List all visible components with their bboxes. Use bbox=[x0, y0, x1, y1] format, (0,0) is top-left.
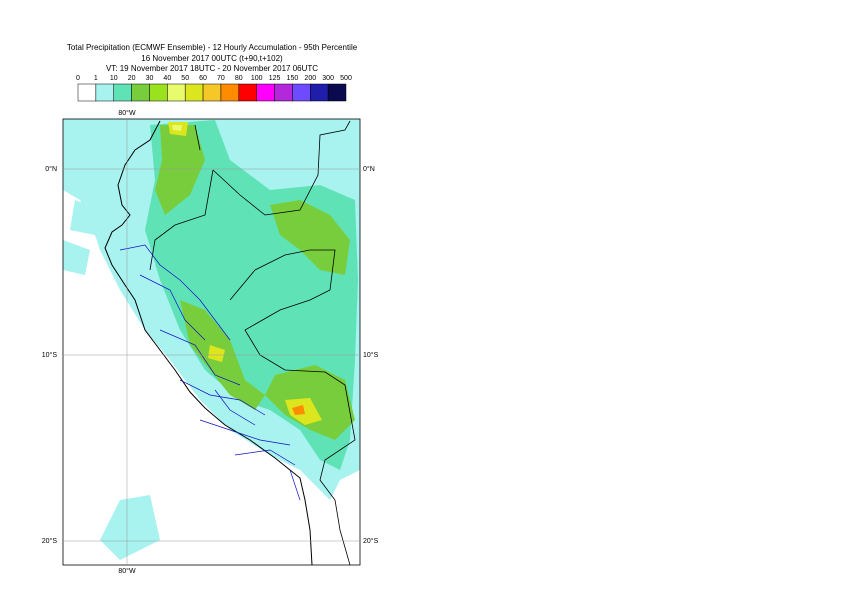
legend-swatch bbox=[184, 83, 204, 102]
legend-swatch bbox=[113, 83, 132, 102]
legend-swatch bbox=[131, 83, 150, 102]
legend-level: 0 bbox=[76, 75, 80, 82]
title-line: VT: 19 November 2017 18UTC - 20 November… bbox=[106, 64, 318, 73]
legend-level: 80 bbox=[235, 75, 243, 82]
lat-label: 10°S bbox=[42, 351, 58, 359]
title-line: Total Precipitation (ECMWF Ensemble) - 1… bbox=[67, 43, 358, 52]
lon-label: 80°W bbox=[118, 109, 136, 117]
legend-level: 1 bbox=[94, 75, 98, 82]
legend-level: 150 bbox=[287, 75, 299, 82]
legend-level: 100 bbox=[251, 75, 263, 82]
legend-swatch bbox=[220, 83, 240, 102]
legend-level: 300 bbox=[322, 75, 334, 82]
legend-swatch bbox=[274, 83, 293, 102]
lat-label: 20°S bbox=[42, 537, 58, 545]
legend-swatch bbox=[77, 83, 97, 102]
legend-swatch bbox=[256, 83, 275, 102]
lat-label: 0°N bbox=[45, 165, 57, 173]
legend-swatch bbox=[167, 83, 186, 102]
legend-swatch bbox=[202, 83, 222, 102]
legend-level: 500 bbox=[340, 75, 352, 82]
legend-swatch bbox=[292, 83, 311, 102]
lon-label: 80°W bbox=[118, 567, 136, 575]
legend-level: 125 bbox=[269, 75, 281, 82]
legend: 0 1 10 20 30 40 50 60 70 80 100 125 150 200 300 500 bbox=[76, 75, 352, 102]
lat-label: 0°N bbox=[363, 165, 375, 173]
legend-level: 20 bbox=[128, 75, 136, 82]
map bbox=[63, 119, 360, 565]
legend-level: 30 bbox=[146, 75, 154, 82]
legend-level: 70 bbox=[217, 75, 225, 82]
title-line: 16 November 2017 00UTC (t+90,t+102) bbox=[141, 54, 283, 63]
graticule bbox=[63, 119, 360, 565]
legend-swatch bbox=[327, 83, 347, 102]
legend-level: 50 bbox=[181, 75, 189, 82]
legend-level: 10 bbox=[110, 75, 118, 82]
legend-swatch bbox=[238, 83, 257, 102]
legend-level: 200 bbox=[304, 75, 316, 82]
legend-swatch bbox=[149, 83, 168, 102]
legend-level: 40 bbox=[163, 75, 171, 82]
legend-swatch bbox=[310, 83, 329, 102]
map-frame bbox=[62, 118, 361, 566]
lat-label: 20°S bbox=[363, 537, 379, 545]
lat-label: 10°S bbox=[363, 351, 379, 359]
legend-level: 60 bbox=[199, 75, 207, 82]
legend-swatch bbox=[95, 83, 114, 102]
